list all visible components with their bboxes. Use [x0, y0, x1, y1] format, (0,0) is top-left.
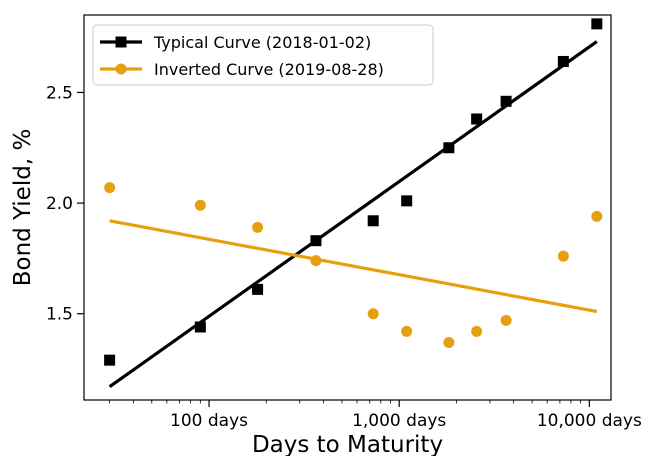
x-tick-label: 10,000 days	[537, 411, 642, 431]
inverted-data-point	[104, 182, 116, 194]
legend: Typical Curve (2018-01-02) Inverted Curve…	[92, 24, 434, 86]
inverted-data-point	[252, 221, 264, 233]
typical-data-point	[252, 283, 264, 295]
legend-inverted-marker	[115, 63, 127, 75]
inverted-data-point	[367, 308, 379, 320]
typical-trend-line	[108, 40, 598, 389]
y-axis-ticks: 1.5 2.0 2.5	[46, 83, 84, 325]
inverted-data-point	[557, 250, 569, 262]
typical-data-point	[443, 142, 455, 154]
typical-data-point	[367, 215, 379, 227]
legend-typical-marker	[115, 36, 127, 48]
inverted-data-point	[310, 255, 322, 267]
typical-data-point	[401, 195, 413, 207]
x-tick-label: 100 days	[170, 411, 248, 431]
x-tick-label: 1,000 days	[352, 411, 446, 431]
inverted-data-point	[194, 199, 206, 211]
inverted-data-point	[500, 314, 512, 326]
typical-data-point	[591, 18, 603, 30]
legend-inverted-label: Inverted Curve (2019-08-28)	[154, 60, 384, 79]
typical-data-point	[104, 354, 116, 366]
inverted-data-point	[443, 336, 455, 348]
inverted-trend-line	[109, 219, 598, 314]
legend-typical-label: Typical Curve (2018-01-02)	[153, 33, 371, 52]
x-axis-label: Days to Maturity	[252, 432, 443, 456]
typical-data-point	[471, 113, 483, 125]
x-axis-ticks: 100 days 1,000 days 10,000 days	[109, 400, 642, 431]
inverted-data-point	[401, 325, 413, 337]
typical-data-point	[194, 321, 206, 333]
inverted-data-point	[591, 210, 603, 222]
typical-data-point	[500, 95, 512, 107]
typical-data-point	[310, 235, 322, 247]
y-tick-label: 1.5	[46, 305, 73, 325]
y-axis-label: Bond Yield, %	[10, 129, 36, 287]
plot-series	[104, 18, 603, 389]
inverted-data-point	[471, 325, 483, 337]
legend-box	[92, 24, 434, 86]
typical-data-point	[557, 55, 569, 67]
y-tick-label: 2.5	[46, 83, 73, 103]
y-tick-label: 2.0	[46, 194, 73, 214]
